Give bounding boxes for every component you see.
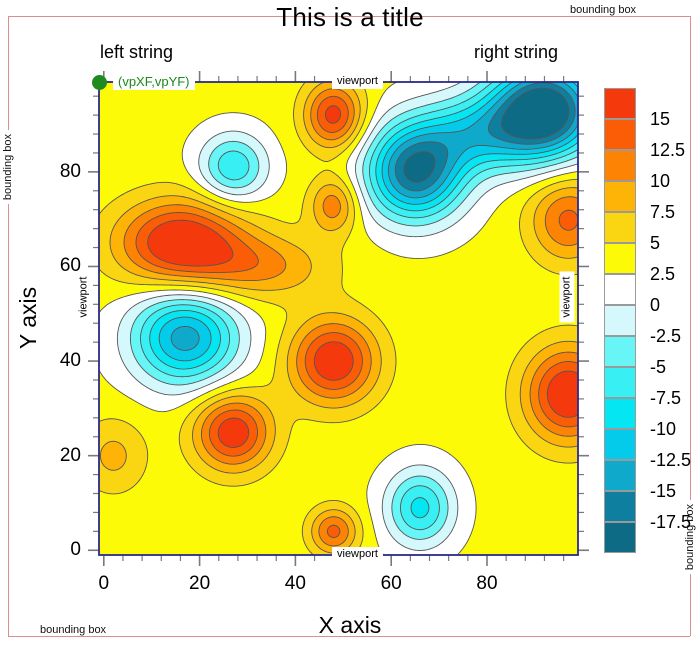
colorbar-band[interactable] [604, 522, 636, 553]
y-tick-label: 40 [31, 350, 81, 371]
viewport-label-left: viewport [77, 272, 92, 323]
colorbar-band[interactable] [604, 305, 636, 336]
x-tick-label: 40 [275, 573, 315, 594]
viewport-label-top: viewport [332, 74, 383, 89]
colorbar-band[interactable] [604, 212, 636, 243]
colorbar-band[interactable] [604, 460, 636, 491]
x-tick-label: 60 [371, 573, 411, 594]
colorbar-tick-label: 15 [650, 109, 670, 129]
viewport-origin-dot [92, 75, 107, 90]
colorbar-tick-label: 2.5 [650, 264, 675, 284]
colorbar-band[interactable] [604, 398, 636, 429]
x-tick-label: 80 [467, 573, 507, 594]
colorbar-tick-label: -10 [650, 419, 676, 439]
colorbar-tick-label: 0 [650, 295, 660, 315]
viewport-origin-label: (vpXF,vpYF) [113, 73, 195, 90]
viewport-label-right: viewport [560, 272, 575, 323]
y-tick-label: 20 [31, 445, 81, 466]
colorbar-tick-label: 5 [650, 233, 660, 253]
colorbar-tick-label: -17.5 [650, 512, 691, 532]
x-tick-label: 0 [84, 573, 124, 594]
colorbar-band[interactable] [604, 274, 636, 305]
colorbar-tick-label: -15 [650, 481, 676, 501]
colorbar-band[interactable] [604, 243, 636, 274]
colorbar-tick-label: -7.5 [650, 388, 681, 408]
colorbar-tick-label: 12.5 [650, 140, 685, 160]
colorbar-band[interactable] [604, 429, 636, 460]
colorbar-band[interactable] [604, 119, 636, 150]
colorbar-tick-label: 10 [650, 171, 670, 191]
colorbar-band[interactable] [604, 491, 636, 522]
colorbar-tick-label: -2.5 [650, 326, 681, 346]
colorbar-band[interactable] [604, 181, 636, 212]
colorbar-tick-label: 7.5 [650, 202, 675, 222]
colorbar-tick-label: -5 [650, 357, 666, 377]
colorbar-band[interactable] [604, 336, 636, 367]
colorbar-tick-label: -12.5 [650, 450, 691, 470]
viewport-label-bottom: viewport [332, 547, 383, 562]
colorbar-band[interactable] [604, 150, 636, 181]
colorbar-band[interactable] [604, 88, 636, 119]
y-tick-label: 60 [31, 255, 81, 276]
x-axis-title: X axis [0, 612, 700, 638]
y-tick-label: 80 [31, 161, 81, 182]
y-tick-label: 0 [31, 539, 81, 560]
colorbar[interactable] [604, 88, 636, 553]
x-tick-label: 20 [180, 573, 220, 594]
colorbar-band[interactable] [604, 367, 636, 398]
